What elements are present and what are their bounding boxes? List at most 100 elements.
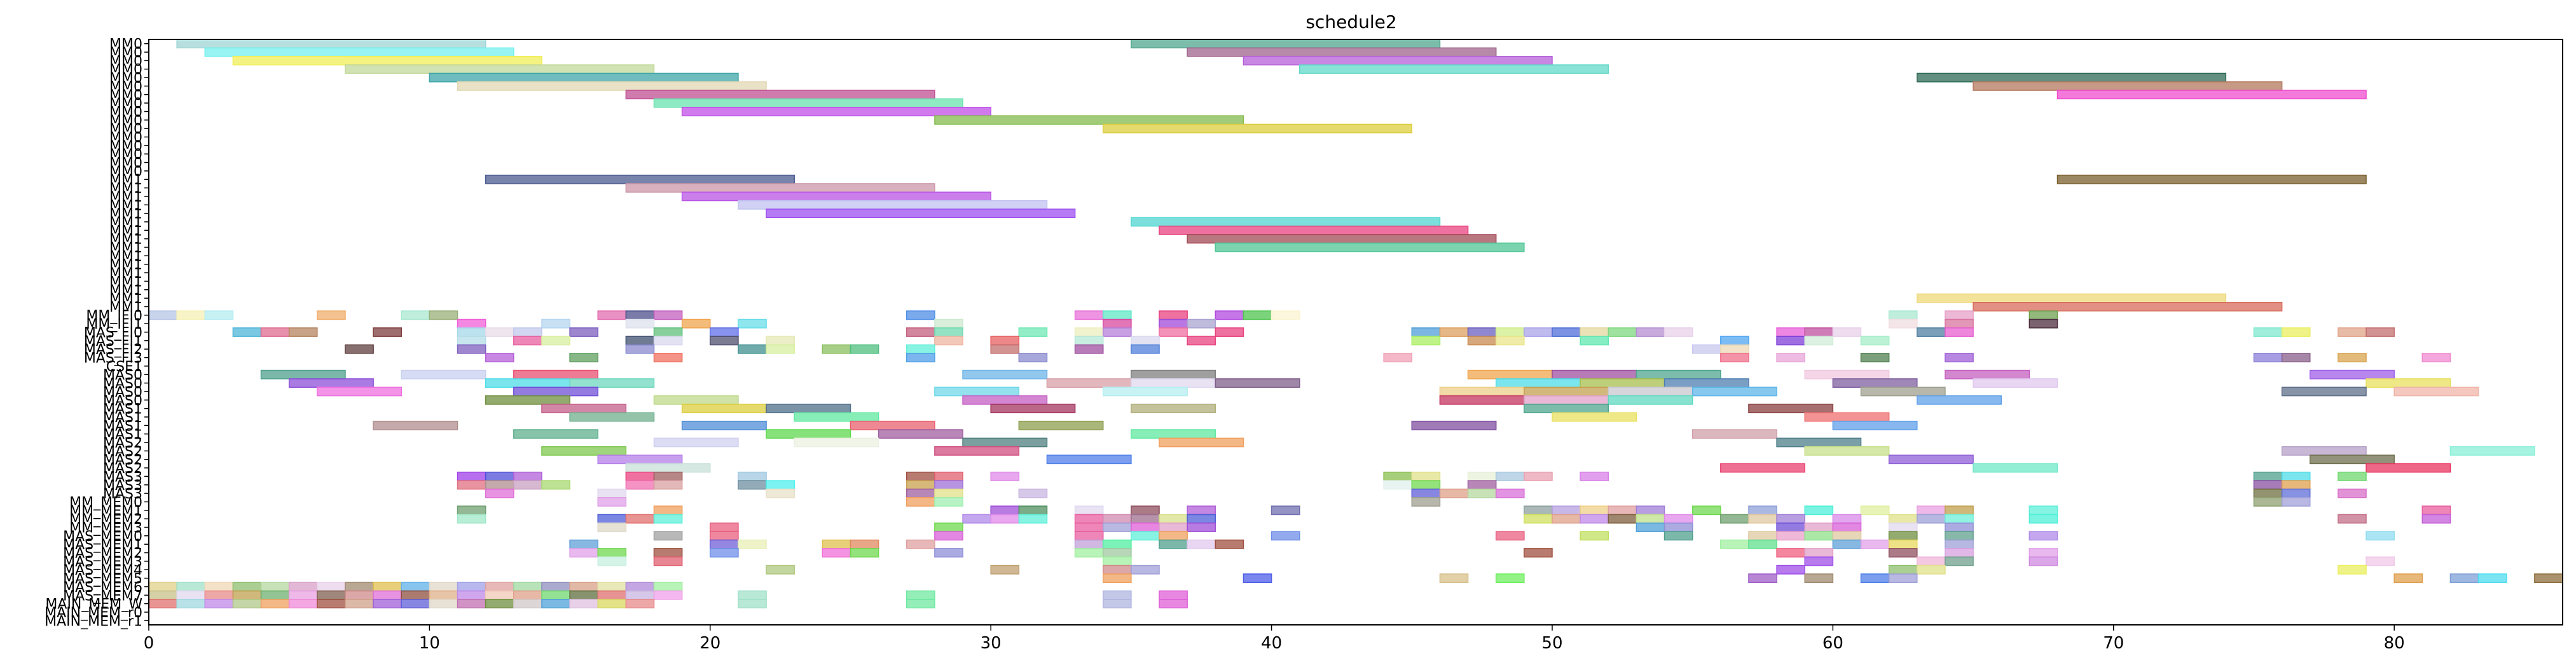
- task-bar: [1917, 293, 2227, 303]
- task-bar: [1074, 327, 1104, 337]
- task-bar: [1102, 548, 1132, 557]
- y-tick-label: MM0: [109, 130, 142, 146]
- task-bar: [934, 318, 963, 329]
- task-bar: [2281, 386, 2367, 397]
- task-bar: [1776, 327, 1805, 337]
- task-bar: [1439, 395, 1525, 405]
- task-bar: [288, 327, 318, 337]
- task-bar: [1439, 327, 1469, 337]
- task-bar: [1102, 573, 1132, 584]
- task-bar: [204, 310, 234, 320]
- y-tick-label: MM0: [109, 88, 142, 104]
- y-tick-label: CSE1: [106, 359, 142, 375]
- task-bar: [906, 590, 935, 600]
- task-bar: [1495, 488, 1525, 498]
- task-bar: [2338, 327, 2367, 337]
- task-bar: [906, 599, 935, 609]
- x-tick-label: 80: [2384, 634, 2405, 653]
- task-bar: [1102, 556, 1132, 566]
- task-bar: [148, 582, 177, 592]
- task-bar: [1945, 556, 1974, 566]
- task-bar: [401, 310, 430, 320]
- task-bar: [738, 344, 767, 354]
- y-tick-label: MM1: [109, 274, 142, 290]
- task-bar: [457, 590, 486, 600]
- task-bar: [1131, 429, 1216, 439]
- task-bar: [176, 310, 206, 320]
- task-bar: [681, 404, 767, 414]
- task-bar: [1804, 336, 1834, 346]
- y-tick-label: MAIN_MEM_W: [45, 597, 142, 613]
- task-bar: [317, 590, 346, 600]
- task-bar: [1187, 234, 1497, 244]
- task-bar: [934, 480, 963, 490]
- task-bar: [2338, 353, 2367, 362]
- y-tick-label: MM0: [109, 71, 142, 86]
- task-bar: [625, 514, 655, 524]
- task-bar: [1131, 514, 1160, 524]
- task-bar: [1720, 353, 1749, 362]
- task-bar: [1467, 327, 1497, 337]
- y-tick-label: MM1: [109, 283, 142, 299]
- task-bar: [148, 599, 177, 609]
- task-bar: [176, 590, 206, 600]
- task-bar: [429, 599, 458, 609]
- y-tick-label: MAS1: [103, 427, 142, 443]
- task-bar: [1131, 369, 1216, 379]
- task-bar: [457, 81, 767, 91]
- task-bar: [1411, 327, 1441, 337]
- task-bar: [1102, 386, 1188, 397]
- task-bar: [513, 582, 542, 592]
- task-bar: [485, 395, 570, 405]
- task-bar: [653, 395, 739, 405]
- task-bar: [990, 336, 1020, 346]
- task-bar: [569, 378, 655, 388]
- task-bar: [1074, 531, 1104, 541]
- y-tick-label: MM1: [109, 240, 142, 256]
- task-bar: [1608, 514, 1637, 524]
- y-tick-label: MM0: [109, 45, 142, 61]
- task-bar: [934, 523, 963, 532]
- task-bar: [2281, 353, 2311, 362]
- task-bar: [1552, 327, 1581, 337]
- task-bar: [1636, 327, 1665, 337]
- task-bar: [1580, 505, 1609, 516]
- y-tick-label: MAS_MEM0: [63, 529, 142, 545]
- task-bar: [1888, 523, 1918, 532]
- task-bar: [990, 505, 1020, 516]
- task-bar: [653, 582, 683, 592]
- task-bar: [1074, 505, 1104, 516]
- task-bar: [2534, 573, 2563, 584]
- task-bar: [232, 55, 542, 65]
- task-bar: [934, 548, 963, 557]
- task-bar: [1691, 386, 1777, 397]
- task-bar: [1439, 573, 1469, 584]
- task-bar: [2253, 480, 2283, 490]
- task-bar: [625, 590, 655, 600]
- task-bar: [2281, 497, 2311, 507]
- y-tick-label: MAS_MEM6: [63, 580, 142, 596]
- task-bar: [2366, 531, 2395, 541]
- task-bar: [766, 480, 795, 490]
- task-bar: [429, 72, 739, 83]
- task-bar: [1832, 523, 1862, 532]
- task-bar: [653, 471, 683, 481]
- x-tick-label: 10: [419, 634, 440, 653]
- y-tick-label: MAS_FI3: [84, 351, 142, 367]
- task-bar: [1467, 471, 1497, 481]
- task-bar: [1439, 386, 1525, 397]
- task-bar: [1973, 463, 2058, 473]
- task-bar: [569, 539, 598, 549]
- task-bar: [1748, 531, 1777, 541]
- task-bar: [2028, 310, 2058, 320]
- task-bar: [1888, 573, 1918, 584]
- y-tick-label: MAS0: [103, 385, 142, 400]
- task-bar: [653, 98, 963, 108]
- task-bar: [317, 599, 346, 609]
- task-bar: [1046, 378, 1132, 388]
- task-bar: [1776, 564, 1805, 575]
- task-bar: [1271, 531, 1300, 541]
- task-bar: [569, 582, 598, 592]
- task-bar: [710, 548, 739, 557]
- task-bar: [485, 471, 514, 481]
